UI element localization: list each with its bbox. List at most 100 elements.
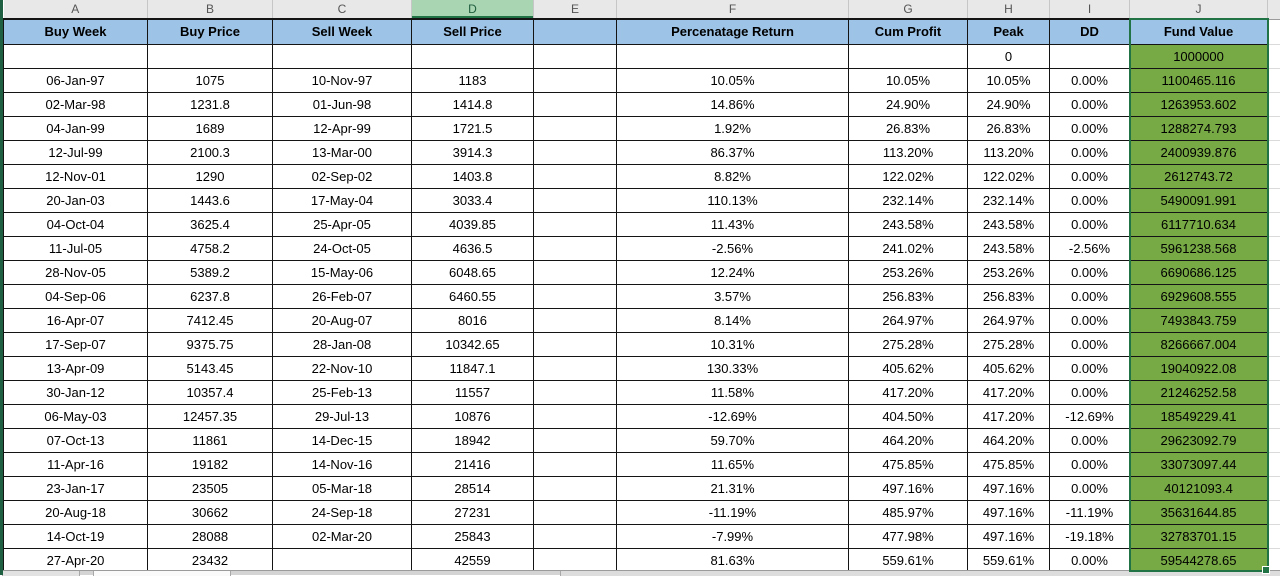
cell[interactable]: 6048.65: [412, 261, 534, 285]
cell[interactable]: 0.00%: [1050, 261, 1130, 285]
cell[interactable]: 1100465.116: [1130, 69, 1268, 93]
header-buy-week[interactable]: Buy Week: [4, 19, 148, 45]
cell[interactable]: -12.69%: [617, 405, 849, 429]
cell[interactable]: [534, 309, 617, 333]
cell[interactable]: [534, 165, 617, 189]
cell[interactable]: [148, 45, 273, 69]
cell-sliver[interactable]: [1268, 477, 1280, 501]
cell[interactable]: 475.85%: [968, 453, 1050, 477]
cell[interactable]: 33073097.44: [1130, 453, 1268, 477]
cell[interactable]: 0.00%: [1050, 285, 1130, 309]
cell[interactable]: 264.97%: [968, 309, 1050, 333]
cell-sliver[interactable]: [1268, 117, 1280, 141]
column-letter-h[interactable]: H: [968, 0, 1050, 19]
cell[interactable]: [617, 45, 849, 69]
cell[interactable]: 28-Jan-08: [273, 333, 412, 357]
cell[interactable]: 113.20%: [849, 141, 968, 165]
cell[interactable]: 11-Jul-05: [4, 237, 148, 261]
cell[interactable]: 0.00%: [1050, 453, 1130, 477]
cell[interactable]: [534, 45, 617, 69]
cell-sliver[interactable]: [1268, 405, 1280, 429]
sheet-tab[interactable]: [93, 571, 231, 576]
cell[interactable]: -12.69%: [1050, 405, 1130, 429]
cell[interactable]: [534, 405, 617, 429]
cell[interactable]: 14-Oct-19: [4, 525, 148, 549]
cell[interactable]: 0.00%: [1050, 189, 1130, 213]
cell[interactable]: 7493843.759: [1130, 309, 1268, 333]
cell[interactable]: 01-Jun-98: [273, 93, 412, 117]
cell[interactable]: 1263953.602: [1130, 93, 1268, 117]
cell[interactable]: [534, 357, 617, 381]
cell[interactable]: 8266667.004: [1130, 333, 1268, 357]
cell[interactable]: 243.58%: [849, 213, 968, 237]
cell[interactable]: 28088: [148, 525, 273, 549]
cell[interactable]: 02-Mar-98: [4, 93, 148, 117]
cell[interactable]: [534, 285, 617, 309]
cell[interactable]: 497.16%: [968, 477, 1050, 501]
cell[interactable]: -11.19%: [617, 501, 849, 525]
cell[interactable]: 243.58%: [968, 237, 1050, 261]
cell[interactable]: 1231.8: [148, 93, 273, 117]
cell[interactable]: [534, 381, 617, 405]
cell[interactable]: 11.58%: [617, 381, 849, 405]
cell[interactable]: 04-Oct-04: [4, 213, 148, 237]
cell[interactable]: 275.28%: [849, 333, 968, 357]
cell[interactable]: 81.63%: [617, 549, 849, 573]
column-letter-a[interactable]: A: [4, 0, 148, 19]
cell[interactable]: 6690686.125: [1130, 261, 1268, 285]
cell[interactable]: 3.57%: [617, 285, 849, 309]
cell[interactable]: 5143.45: [148, 357, 273, 381]
cell[interactable]: 28-Nov-05: [4, 261, 148, 285]
cell[interactable]: 8.82%: [617, 165, 849, 189]
cell-sliver[interactable]: [1268, 141, 1280, 165]
cell[interactable]: 1075: [148, 69, 273, 93]
cell[interactable]: 256.83%: [968, 285, 1050, 309]
cell[interactable]: [273, 549, 412, 573]
cell[interactable]: 464.20%: [849, 429, 968, 453]
cell[interactable]: 1290: [148, 165, 273, 189]
cell[interactable]: 19040922.08: [1130, 357, 1268, 381]
cell[interactable]: [534, 453, 617, 477]
cell-sliver[interactable]: [1268, 261, 1280, 285]
cell[interactable]: 0.00%: [1050, 549, 1130, 573]
cell[interactable]: 417.20%: [849, 381, 968, 405]
cell[interactable]: 559.61%: [849, 549, 968, 573]
cell[interactable]: 11.65%: [617, 453, 849, 477]
cell[interactable]: 232.14%: [849, 189, 968, 213]
cell[interactable]: -2.56%: [1050, 237, 1130, 261]
cell[interactable]: 3914.3: [412, 141, 534, 165]
cell[interactable]: [1050, 45, 1130, 69]
cell[interactable]: 1721.5: [412, 117, 534, 141]
column-letter-e[interactable]: E: [534, 0, 617, 19]
cell[interactable]: 11847.1: [412, 357, 534, 381]
cell[interactable]: 1443.6: [148, 189, 273, 213]
cell[interactable]: 113.20%: [968, 141, 1050, 165]
cell[interactable]: 477.98%: [849, 525, 968, 549]
cell[interactable]: 464.20%: [968, 429, 1050, 453]
cell[interactable]: [534, 549, 617, 573]
cell[interactable]: 05-Mar-18: [273, 477, 412, 501]
cell[interactable]: 04-Sep-06: [4, 285, 148, 309]
cell[interactable]: [534, 429, 617, 453]
cell[interactable]: 4758.2: [148, 237, 273, 261]
cell[interactable]: 497.16%: [849, 477, 968, 501]
cell[interactable]: 59.70%: [617, 429, 849, 453]
cell[interactable]: 497.16%: [968, 525, 1050, 549]
cell[interactable]: 20-Jan-03: [4, 189, 148, 213]
cell[interactable]: 25843: [412, 525, 534, 549]
cell[interactable]: [534, 237, 617, 261]
cell[interactable]: 559.61%: [968, 549, 1050, 573]
cell-sliver[interactable]: [1268, 165, 1280, 189]
cell[interactable]: 26.83%: [968, 117, 1050, 141]
cell-sliver[interactable]: [1268, 501, 1280, 525]
cell[interactable]: 13-Mar-00: [273, 141, 412, 165]
cell[interactable]: 12-Jul-99: [4, 141, 148, 165]
cell[interactable]: 2400939.876: [1130, 141, 1268, 165]
cell[interactable]: 16-Apr-07: [4, 309, 148, 333]
cell[interactable]: [534, 525, 617, 549]
cell-sliver[interactable]: [1268, 93, 1280, 117]
column-letter-c[interactable]: C: [273, 0, 412, 19]
cell[interactable]: 06-Jan-97: [4, 69, 148, 93]
cell[interactable]: 22-Nov-10: [273, 357, 412, 381]
cell[interactable]: 26.83%: [849, 117, 968, 141]
